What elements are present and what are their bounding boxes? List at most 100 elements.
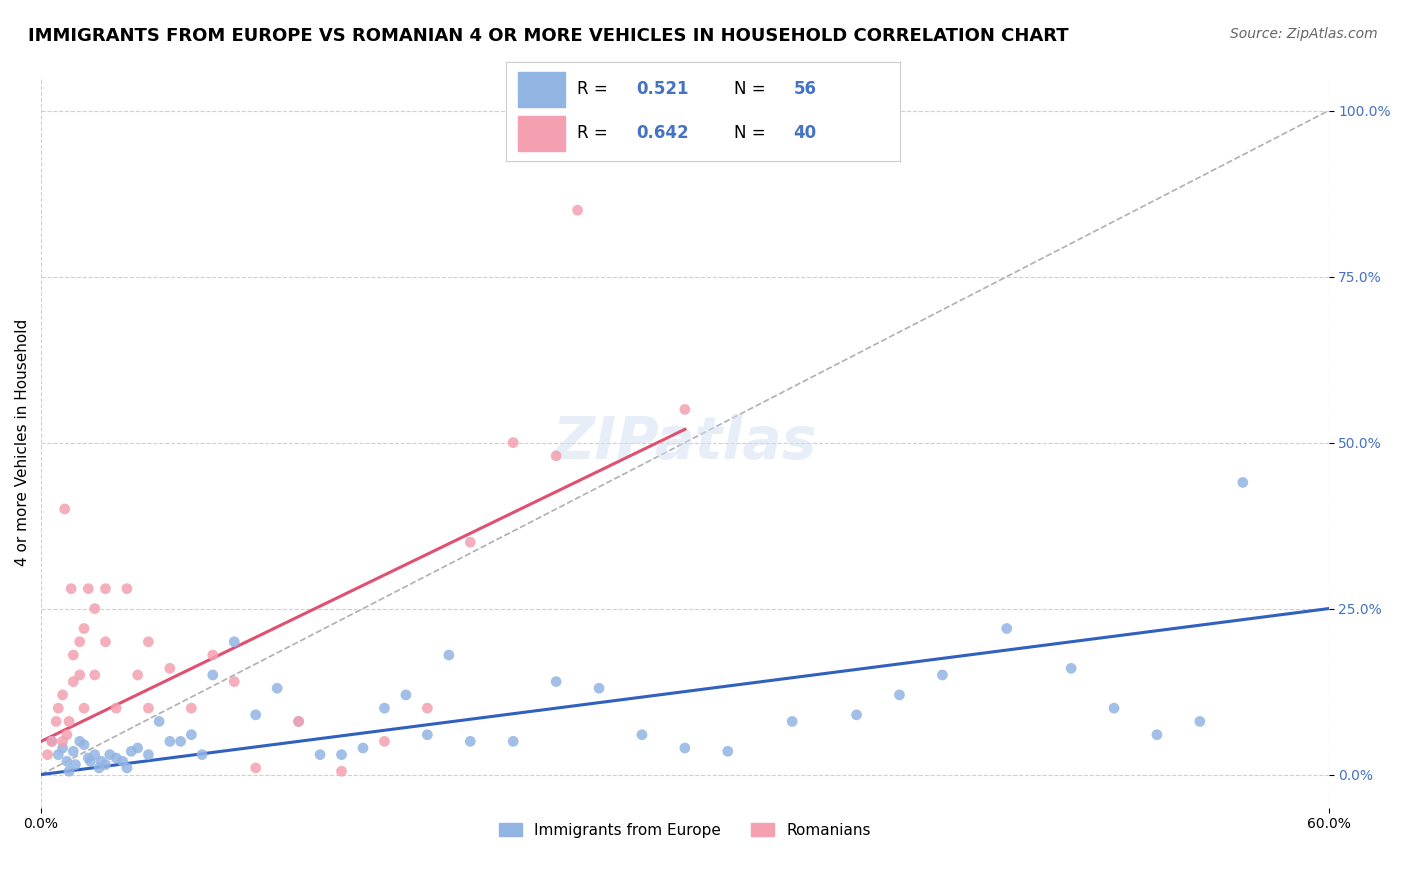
Point <box>717 744 740 758</box>
Point <box>309 747 332 762</box>
Point <box>73 738 96 752</box>
Point <box>62 674 84 689</box>
Point <box>567 203 589 218</box>
Point <box>931 668 953 682</box>
Text: 0.642: 0.642 <box>636 124 689 142</box>
Point <box>546 449 568 463</box>
Point <box>180 701 202 715</box>
Point <box>287 714 309 729</box>
Point <box>1146 728 1168 742</box>
Point <box>73 622 96 636</box>
Point <box>115 582 138 596</box>
Point <box>224 634 246 648</box>
Point <box>52 741 75 756</box>
Point <box>373 734 395 748</box>
Point <box>83 747 105 762</box>
Point <box>46 747 69 762</box>
Point <box>1232 475 1254 490</box>
Point <box>1188 714 1211 729</box>
Point <box>41 734 63 748</box>
Point <box>46 701 69 715</box>
Point <box>995 622 1018 636</box>
Point <box>373 701 395 715</box>
Point <box>889 688 911 702</box>
Point <box>79 754 101 768</box>
Point <box>352 741 374 756</box>
Point <box>127 668 149 682</box>
Point <box>41 734 63 748</box>
Point <box>62 744 84 758</box>
Point <box>458 535 481 549</box>
Point <box>58 764 80 779</box>
Point <box>69 734 91 748</box>
Point <box>115 761 138 775</box>
Point <box>94 757 117 772</box>
Point <box>77 582 100 596</box>
Point <box>845 707 868 722</box>
Point <box>330 764 353 779</box>
Point <box>120 744 142 758</box>
Point <box>673 402 696 417</box>
Point <box>330 747 353 762</box>
Point <box>90 754 112 768</box>
Text: R =: R = <box>576 124 619 142</box>
Point <box>159 734 181 748</box>
Point <box>105 701 128 715</box>
Point <box>87 761 110 775</box>
Text: 56: 56 <box>793 80 817 98</box>
Point <box>780 714 803 729</box>
Point <box>588 681 610 696</box>
Point <box>45 714 67 729</box>
Point <box>138 701 160 715</box>
Point <box>62 648 84 662</box>
Text: 0.521: 0.521 <box>636 80 689 98</box>
Point <box>69 634 91 648</box>
Point <box>502 435 524 450</box>
Point <box>201 648 224 662</box>
Bar <box>517 116 565 151</box>
Point <box>83 668 105 682</box>
Point <box>245 707 267 722</box>
Point <box>245 761 267 775</box>
Y-axis label: 4 or more Vehicles in Household: 4 or more Vehicles in Household <box>15 319 30 566</box>
Point <box>416 728 439 742</box>
Point <box>52 734 75 748</box>
Text: N =: N = <box>734 80 772 98</box>
Point <box>395 688 418 702</box>
Point <box>105 751 128 765</box>
Text: R =: R = <box>576 80 619 98</box>
Legend: Immigrants from Europe, Romanians: Immigrants from Europe, Romanians <box>492 817 877 844</box>
Point <box>458 734 481 748</box>
Point <box>94 582 117 596</box>
Point <box>631 728 654 742</box>
Point <box>266 681 288 696</box>
Point <box>56 754 79 768</box>
Text: N =: N = <box>734 124 772 142</box>
Point <box>138 634 160 648</box>
Point <box>546 674 568 689</box>
Point <box>673 741 696 756</box>
Point <box>159 661 181 675</box>
Text: IMMIGRANTS FROM EUROPE VS ROMANIAN 4 OR MORE VEHICLES IN HOUSEHOLD CORRELATION C: IMMIGRANTS FROM EUROPE VS ROMANIAN 4 OR … <box>28 27 1069 45</box>
Point <box>77 751 100 765</box>
Point <box>65 757 87 772</box>
Point <box>98 747 121 762</box>
Point <box>224 674 246 689</box>
Point <box>69 668 91 682</box>
Point <box>60 582 83 596</box>
Point <box>58 714 80 729</box>
Point <box>437 648 460 662</box>
Point <box>52 688 75 702</box>
Point <box>56 728 79 742</box>
Point <box>127 741 149 756</box>
Point <box>416 701 439 715</box>
Text: ZIPatlas: ZIPatlas <box>553 414 817 471</box>
Point <box>1102 701 1125 715</box>
Point <box>111 754 134 768</box>
Point <box>191 747 214 762</box>
Point <box>148 714 170 729</box>
Point <box>180 728 202 742</box>
Point <box>1060 661 1083 675</box>
Point <box>169 734 191 748</box>
Point <box>83 601 105 615</box>
